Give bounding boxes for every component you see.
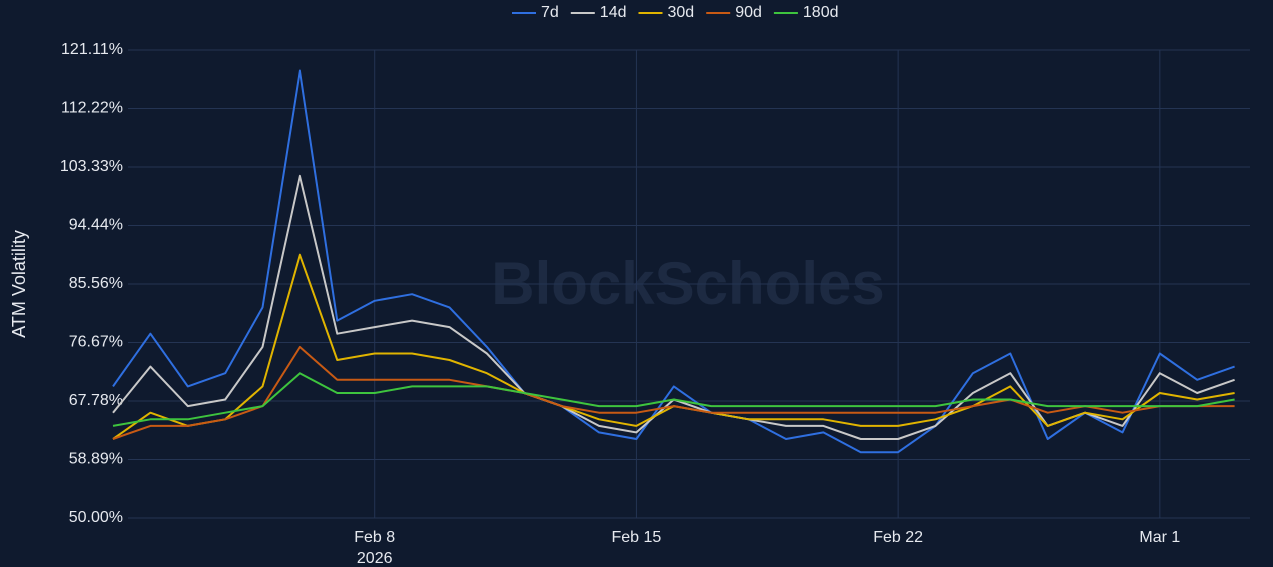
legend-label: 30d [668, 4, 695, 21]
y-tick-label: 85.56% [69, 275, 123, 292]
y-tick-label: 112.22% [61, 100, 123, 117]
x-tick-sublabel: 2026 [357, 550, 393, 567]
line-series [112, 69, 1235, 454]
legend-label: 90d [735, 4, 762, 21]
y-axis-title: ATM Volatility [9, 230, 29, 338]
x-tick-label: Mar 1 [1139, 529, 1180, 546]
y-tick-label: 94.44% [69, 217, 123, 234]
x-tick-label: Feb 15 [612, 529, 662, 546]
y-tick-label: 76.67% [69, 334, 123, 351]
y-tick-label: 50.00% [69, 509, 123, 526]
legend-label: 180d [803, 4, 839, 21]
legend-label: 7d [541, 4, 559, 21]
line-series [112, 372, 1235, 427]
legend-label: 14d [600, 4, 627, 21]
x-tick-label: Feb 8 [354, 529, 395, 546]
y-tick-label: 121.11% [61, 41, 123, 58]
line-series [112, 345, 1235, 440]
y-tick-label: 58.89% [69, 451, 123, 468]
x-tick-label: Feb 22 [873, 529, 923, 546]
y-tick-label: 103.33% [60, 158, 123, 175]
y-tick-label: 67.78% [69, 392, 123, 409]
watermark: BlockScholes [491, 250, 885, 317]
